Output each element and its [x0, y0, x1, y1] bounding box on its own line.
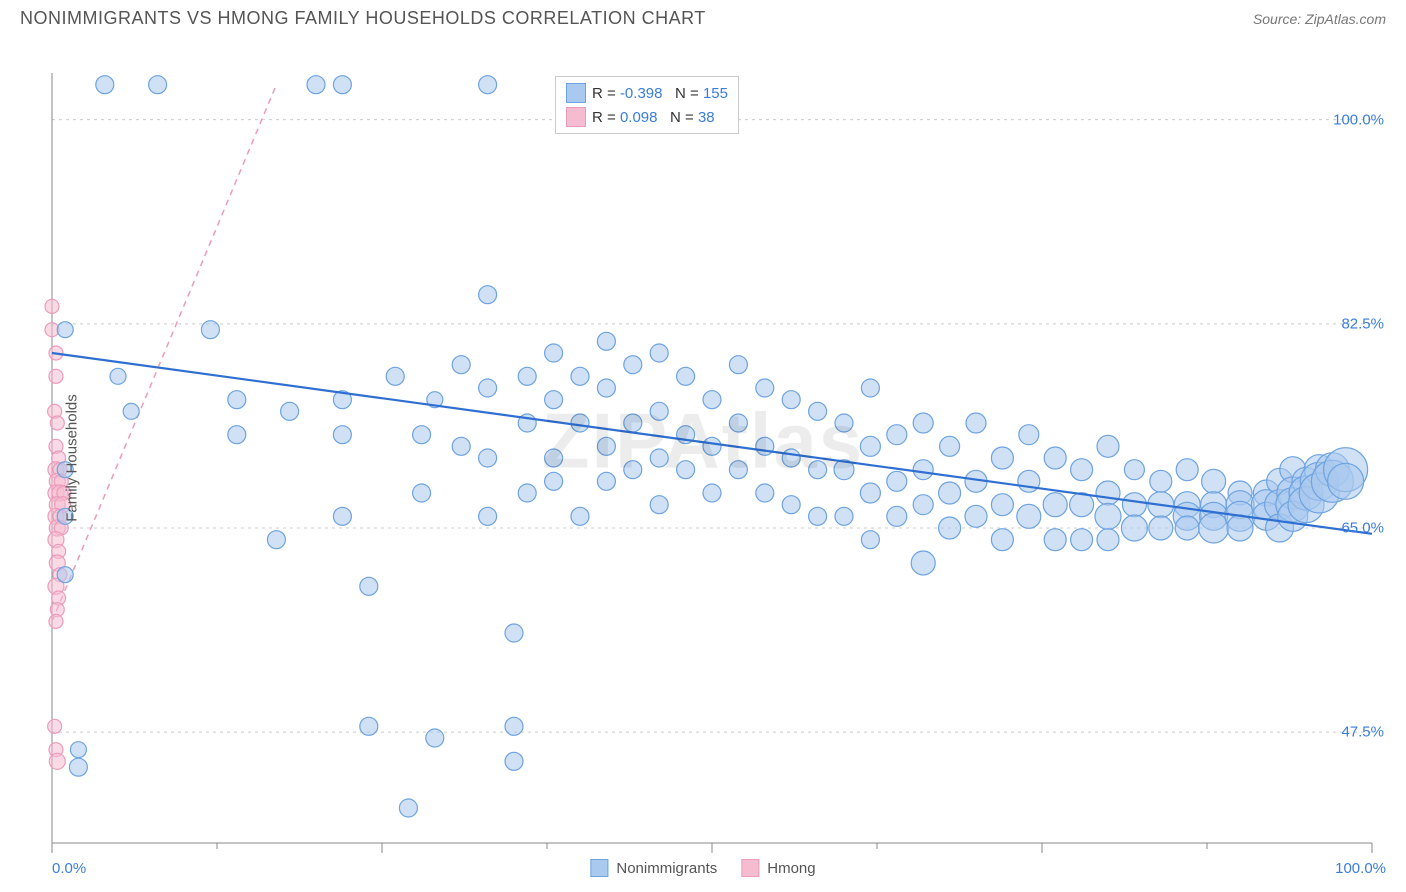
- legend-item: Hmong: [741, 859, 815, 877]
- y-tick-label: 47.5%: [1341, 724, 1384, 741]
- stats-text: R = -0.398 N = 155: [592, 85, 728, 102]
- correlation-stats-legend: R = -0.398 N = 155 R = 0.098 N = 38: [555, 76, 739, 134]
- legend-swatch: [566, 83, 586, 103]
- legend-label: Hmong: [767, 860, 815, 877]
- legend-swatch: [590, 859, 608, 877]
- y-tick-label: 82.5%: [1341, 315, 1384, 332]
- chart-title: NONIMMIGRANTS VS HMONG FAMILY HOUSEHOLDS…: [20, 8, 706, 29]
- scatter-chart-svg: [0, 33, 1406, 883]
- stats-legend-row: R = 0.098 N = 38: [566, 105, 728, 129]
- y-tick-label: 65.0%: [1341, 520, 1384, 537]
- y-tick-label: 100.0%: [1333, 111, 1384, 128]
- chart-container: Family Households ZIPAtlas R = -0.398 N …: [0, 33, 1406, 883]
- stats-text: R = 0.098 N = 38: [592, 109, 715, 126]
- legend-label: Nonimmigrants: [616, 860, 717, 877]
- x-axis-label-max: 100.0%: [1335, 860, 1386, 877]
- source-attribution: Source: ZipAtlas.com: [1253, 11, 1386, 27]
- legend-swatch: [566, 107, 586, 127]
- x-axis-label-min: 0.0%: [52, 860, 86, 877]
- legend-item: Nonimmigrants: [590, 859, 717, 877]
- source-prefix: Source:: [1253, 11, 1305, 27]
- source-name: ZipAtlas.com: [1305, 11, 1386, 27]
- chart-header: NONIMMIGRANTS VS HMONG FAMILY HOUSEHOLDS…: [0, 0, 1406, 33]
- legend-swatch: [741, 859, 759, 877]
- series-legend: Nonimmigrants Hmong: [590, 859, 815, 877]
- y-axis-label: Family Households: [63, 394, 80, 522]
- stats-legend-row: R = -0.398 N = 155: [566, 81, 728, 105]
